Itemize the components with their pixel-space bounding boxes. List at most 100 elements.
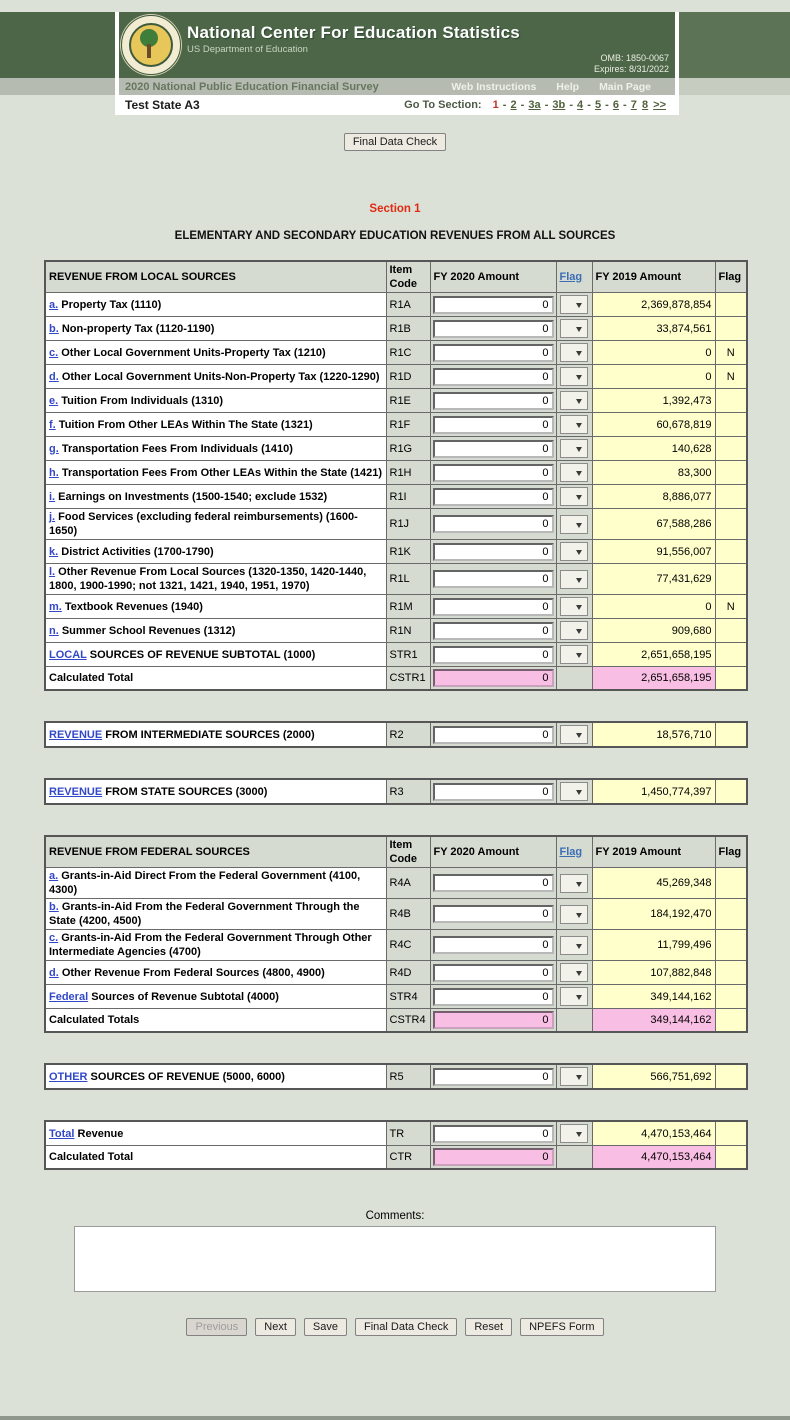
fy2020-input[interactable]	[432, 645, 554, 664]
row-label-link[interactable]: h.	[49, 466, 59, 479]
section-link-7[interactable]: 7	[630, 99, 637, 111]
section-link-4[interactable]: 4	[577, 99, 584, 111]
section-link-8[interactable]: 8	[641, 99, 649, 111]
flag-cell	[555, 721, 593, 748]
fy2020-input[interactable]	[432, 782, 554, 801]
flag-select[interactable]	[559, 873, 588, 893]
row-label-link[interactable]: b.	[49, 322, 59, 335]
flag-select[interactable]	[559, 542, 588, 561]
comments-textarea[interactable]	[74, 1226, 716, 1292]
fy2020-input[interactable]	[432, 1067, 554, 1086]
next-button[interactable]: Next	[255, 1318, 296, 1336]
revenue-tables: REVENUE FROM LOCAL SOURCES Item Code FY 20…	[44, 260, 790, 1170]
fy2020-input[interactable]	[432, 725, 554, 744]
fy2020-input[interactable]	[432, 905, 554, 923]
flag-select[interactable]	[559, 621, 588, 640]
fy2020-input[interactable]	[432, 597, 554, 616]
flag-select[interactable]	[559, 782, 588, 801]
fy2020-input[interactable]	[432, 936, 554, 954]
final-data-check-button-top[interactable]: Final Data Check	[343, 133, 447, 151]
fy2020-input[interactable]	[432, 570, 554, 588]
flag-select[interactable]	[559, 1067, 588, 1086]
item-code: STR4	[385, 984, 431, 1009]
fy2020-input[interactable]	[432, 963, 554, 982]
flag-select[interactable]	[559, 319, 588, 338]
flag-select[interactable]	[559, 597, 588, 616]
fy2020-input[interactable]	[432, 343, 554, 362]
row-label-link[interactable]: a.	[49, 298, 59, 311]
row-label-link[interactable]: OTHER	[49, 1070, 88, 1083]
section-link-3a[interactable]: 3a	[528, 99, 541, 111]
fy2020-input[interactable]	[432, 515, 554, 533]
flag-select[interactable]	[559, 295, 588, 314]
fy2020-input[interactable]	[432, 319, 554, 338]
flag-header-link[interactable]: Flag	[559, 846, 583, 858]
flag-select[interactable]	[559, 514, 588, 534]
fy2020-input[interactable]	[432, 987, 554, 1006]
menu-link-help[interactable]: Help	[556, 80, 580, 93]
flag-select[interactable]	[559, 415, 588, 434]
row-label-link[interactable]: Total	[49, 1127, 75, 1140]
row-label: i. Earnings on Investments (1500-1540; e…	[44, 484, 387, 509]
flag-cell	[555, 1120, 593, 1146]
flag-select[interactable]	[559, 367, 588, 386]
row-label-link[interactable]: Federal	[49, 990, 89, 1003]
fy2020-input[interactable]	[432, 367, 554, 386]
flag-select[interactable]	[559, 1124, 588, 1143]
row-label-link[interactable]: j.	[49, 511, 56, 523]
section-link-3b[interactable]: 3b	[552, 99, 566, 111]
table-row: REVENUE FROM INTERMEDIATE SOURCES (2000)…	[44, 721, 748, 748]
fy2020-input[interactable]	[432, 487, 554, 506]
row-label-link[interactable]: n.	[49, 624, 59, 637]
reset-button[interactable]: Reset	[465, 1318, 513, 1336]
row-label-link[interactable]: g.	[49, 442, 59, 455]
fy2020-input[interactable]	[432, 295, 554, 314]
fy2020-input[interactable]	[432, 415, 554, 434]
flag-select[interactable]	[559, 569, 588, 589]
row-label-link[interactable]: f.	[49, 418, 56, 431]
row-label-link[interactable]: a.	[49, 870, 59, 882]
row-label-link[interactable]: l.	[49, 566, 56, 578]
flag-select[interactable]	[559, 391, 588, 410]
row-label-link[interactable]: REVENUE	[49, 785, 103, 798]
flag-select[interactable]	[559, 987, 588, 1006]
flag-select[interactable]	[559, 463, 588, 482]
fy2020-input[interactable]	[432, 391, 554, 410]
menu-link-web-instructions[interactable]: Web Instructions	[451, 80, 537, 93]
flag-select[interactable]	[559, 963, 588, 982]
flag-select[interactable]	[559, 439, 588, 458]
section-link-5[interactable]: 5	[594, 99, 602, 111]
flag-header-link[interactable]: Flag	[559, 271, 583, 283]
flag-select[interactable]	[559, 343, 588, 362]
fy2020-input[interactable]	[432, 621, 554, 640]
fy2020-input[interactable]	[432, 542, 554, 561]
flag-select[interactable]	[559, 725, 588, 744]
row-label-link[interactable]: e.	[49, 394, 59, 407]
row-label-link[interactable]: i.	[49, 490, 56, 503]
flag-select[interactable]	[559, 487, 588, 506]
menu-link-main-page[interactable]: Main Page	[599, 80, 651, 93]
section-link->>[interactable]: >>	[653, 99, 666, 111]
final-data-check-button[interactable]: Final Data Check	[354, 1318, 458, 1336]
flag-select[interactable]	[559, 935, 588, 955]
row-label-link[interactable]: m.	[49, 600, 62, 613]
fy2020-input[interactable]	[432, 439, 554, 458]
npefs-form-button[interactable]: NPEFS Form	[520, 1318, 604, 1336]
row-label-link[interactable]: c.	[49, 932, 59, 944]
save-button[interactable]: Save	[303, 1318, 347, 1336]
fy2020-input[interactable]	[432, 463, 554, 482]
fy2020-input[interactable]	[432, 1124, 554, 1143]
row-label-link[interactable]: k.	[49, 545, 59, 558]
flag-select[interactable]	[559, 904, 588, 924]
row-label-link[interactable]: LOCAL	[49, 648, 87, 661]
section-link-6[interactable]: 6	[612, 99, 619, 111]
row-label-link[interactable]: b.	[49, 901, 59, 913]
fy2019-amount: 0	[591, 594, 716, 619]
row-label-link[interactable]: REVENUE	[49, 728, 103, 741]
flag-select[interactable]	[559, 645, 588, 664]
fy2020-input[interactable]	[432, 874, 554, 892]
row-label-link[interactable]: c.	[49, 346, 59, 359]
section-link-2[interactable]: 2	[510, 99, 517, 111]
row-label-link[interactable]: d.	[49, 370, 59, 383]
row-label-link[interactable]: d.	[49, 966, 59, 979]
